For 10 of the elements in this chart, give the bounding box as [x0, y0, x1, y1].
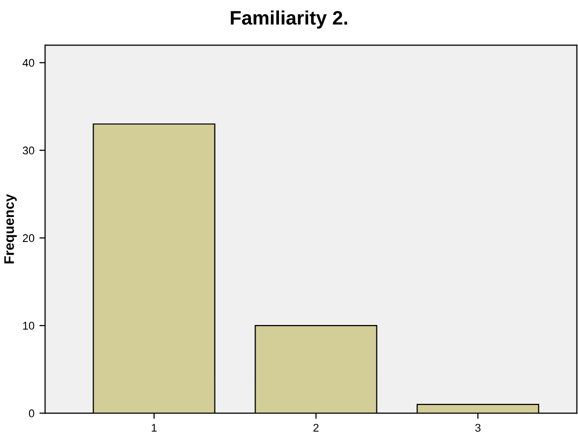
y-tick-label: 40 [22, 58, 34, 67]
y-tick-label: 30 [22, 146, 34, 154]
x-tick-label: 3 [475, 424, 481, 432]
chart-title: Familiarity 2. [230, 10, 348, 29]
x-tick-label: 2 [313, 424, 319, 432]
y-tick-label: 20 [22, 234, 34, 242]
y-tick-label: 10 [23, 322, 34, 330]
y-tick-label: 0 [28, 409, 34, 418]
y-axis-title: Frequency [4, 194, 17, 264]
x-tick-label: 1 [152, 424, 157, 432]
